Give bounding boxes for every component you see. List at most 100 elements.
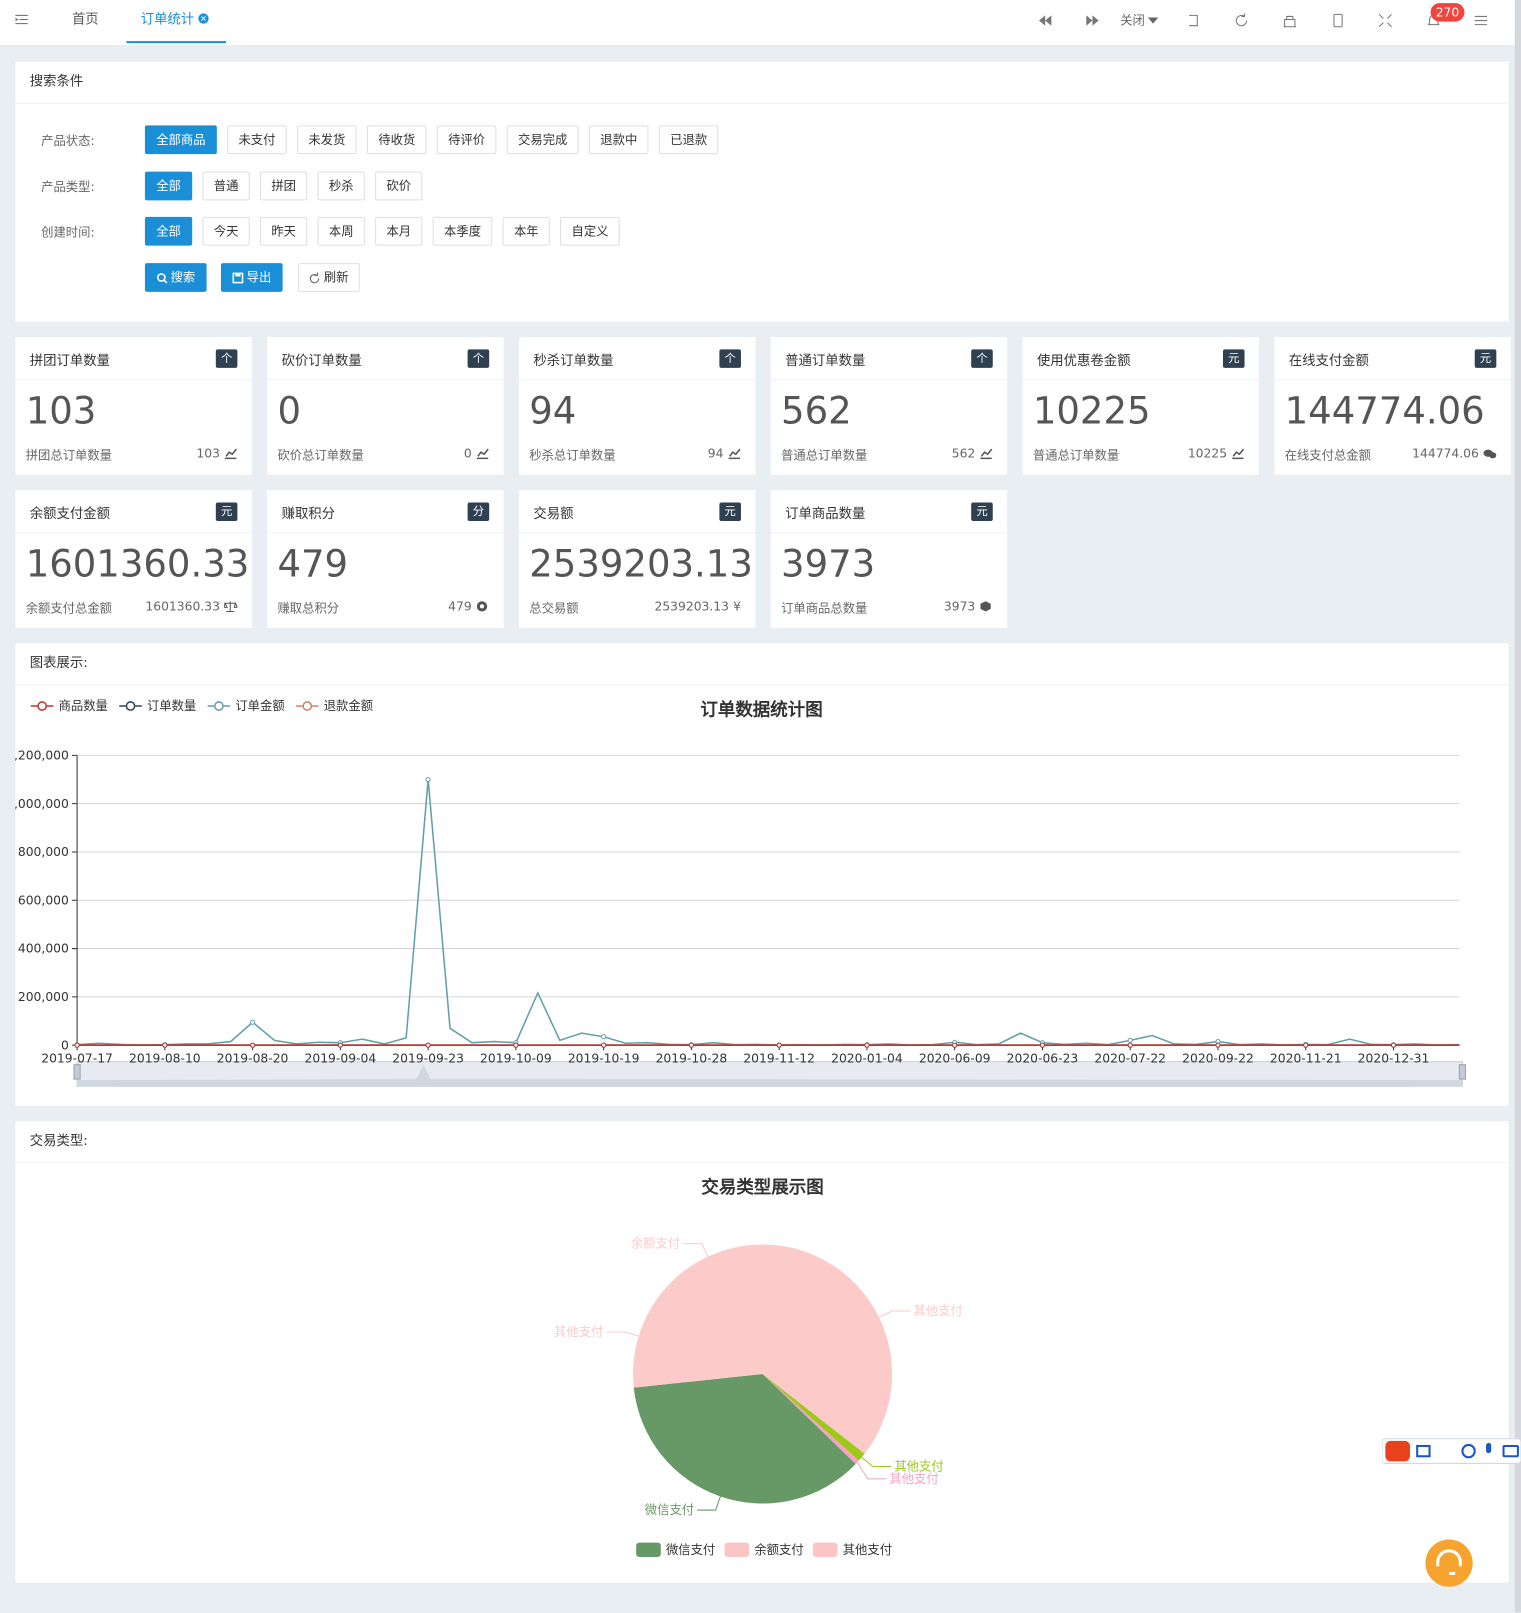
button-label[interactable]: 导出 (246, 270, 272, 285)
filter-option[interactable]: 未发货 (297, 125, 357, 155)
legend-label[interactable]: 订单金额 (235, 698, 284, 713)
pie-slice[interactable] (762, 1374, 859, 1464)
legend-marker[interactable] (214, 701, 224, 711)
card-value: 479 (277, 543, 349, 586)
legend-swatch[interactable] (636, 1542, 661, 1557)
tab-close[interactable] (197, 12, 209, 24)
filter-option[interactable]: 已退款 (658, 125, 719, 155)
legend-swatch[interactable] (812, 1542, 838, 1557)
pie-slice[interactable] (633, 1290, 763, 1388)
data-point (601, 1042, 607, 1048)
filter-option[interactable]: 本季度 (432, 216, 493, 246)
icon[interactable] (1186, 12, 1200, 28)
notification-badge[interactable]: 270 (1430, 3, 1465, 22)
card-sub-label: 余额支付总金额 (25, 601, 113, 616)
legend-marker[interactable] (37, 701, 48, 711)
close-menu[interactable]: 关闭 (1120, 0, 1159, 45)
card-header: 在线支付金额 元 (1274, 337, 1511, 381)
filter-option[interactable]: 本月 (375, 216, 423, 246)
card-sub-number: 144774.06 (1412, 446, 1479, 461)
pie-slice[interactable] (633, 1374, 856, 1504)
icon[interactable] (1282, 12, 1298, 28)
tab-label[interactable]: 订单统计 (140, 12, 195, 28)
x-tick-label: 2020-01-04 (831, 1052, 903, 1066)
filter-option[interactable]: 本周 (317, 216, 365, 246)
pie-slice[interactable] (663, 1244, 763, 1375)
legend-label[interactable]: 其他支付 (843, 1543, 892, 1557)
card-sub-number: 10225 (1187, 446, 1228, 461)
button-label[interactable]: 搜索 (170, 270, 196, 285)
close-label[interactable]: 关闭 (1120, 13, 1145, 28)
filter-option[interactable]: 待评价 (436, 125, 497, 155)
zoom-handle[interactable] (73, 1064, 81, 1080)
label-line (606, 1331, 639, 1337)
legend-label[interactable]: 余额支付 (754, 1542, 803, 1557)
filter-option[interactable]: 今天 (202, 216, 250, 246)
card-sub-label: 砍价总订单数量 (277, 448, 364, 463)
ime-toolbar[interactable] (1382, 1437, 1521, 1466)
filter-option[interactable]: 交易完成 (506, 125, 579, 155)
label-line (856, 1462, 887, 1480)
filter-option[interactable]: 退款中 (588, 125, 649, 155)
pie-slice[interactable] (762, 1374, 865, 1461)
y-tick-label: 400,000 (18, 942, 69, 956)
legend-label[interactable]: 微信支付 (666, 1543, 715, 1557)
card-title: 普通订单数量 (785, 353, 866, 369)
legend-label[interactable]: 商品数量 (59, 698, 108, 713)
slice-label: 微信支付 (645, 1503, 694, 1517)
data-point (952, 1042, 958, 1048)
scrollbar[interactable] (1514, 0, 1521, 1613)
filter-option[interactable]: 昨天 (260, 216, 308, 246)
legend-marker[interactable] (302, 701, 313, 711)
filter-option[interactable]: 全部 (144, 216, 193, 246)
legend-marker[interactable] (125, 701, 136, 711)
filter-option[interactable]: 自定义 (560, 216, 620, 246)
filter-option[interactable]: 全部商品 (144, 125, 217, 155)
filter-option[interactable]: 拼团 (260, 171, 308, 201)
x-tick-label: 2019-10-28 (656, 1052, 728, 1066)
button-label[interactable]: 刷新 (323, 270, 349, 285)
zoom-handle[interactable] (1458, 1064, 1467, 1080)
card-title: 使用优惠卷金额 (1036, 353, 1131, 369)
next-icon[interactable] (1085, 12, 1099, 28)
card-value: 1601360.33 (25, 543, 250, 586)
card-sub-label: 拼团总订单数量 (25, 448, 113, 463)
support-button[interactable] (1423, 1537, 1474, 1588)
prev-icon[interactable] (1038, 12, 1052, 28)
action-button[interactable]: 搜索 (144, 263, 207, 292)
card-title: 在线支付金额 (1288, 353, 1369, 369)
filter-option[interactable]: 本年 (502, 216, 550, 246)
data-point (1215, 1042, 1221, 1048)
card-header: 使用优惠卷金额 元 (1022, 337, 1259, 381)
filter-option[interactable]: 普通 (202, 171, 250, 201)
action-button[interactable]: 刷新 (298, 263, 360, 292)
card-badge: 个 (467, 349, 490, 368)
filter-option[interactable]: 未支付 (227, 125, 287, 155)
legend-swatch[interactable] (724, 1542, 750, 1557)
stat-card: 在线支付金额 元 144774.06 在线支付总金额 144774.06 (1274, 337, 1511, 475)
panel-title: 交易类型: (15, 1121, 1509, 1164)
card-sub-label: 订单商品总数量 (781, 601, 868, 616)
menu-icon[interactable] (14, 12, 28, 26)
filter-option[interactable]: 待收货 (366, 125, 427, 155)
mobile-icon[interactable] (1331, 12, 1345, 28)
fullscreen-icon[interactable] (1377, 12, 1393, 28)
card-value: 94 (529, 390, 577, 433)
tab-active[interactable]: 订单统计 (126, 0, 227, 44)
card-sub-number: 562 (951, 446, 976, 461)
card-badge: 分 (467, 502, 490, 522)
filter-option[interactable]: 秒杀 (317, 171, 365, 201)
legend-label[interactable]: 订单数量 (147, 698, 196, 713)
refresh-icon[interactable] (1233, 12, 1249, 28)
filter-option[interactable]: 砍价 (375, 171, 423, 201)
stat-card: 使用优惠卷金额 元 10225 普通总订单数量 10225 (1022, 337, 1259, 475)
action-button[interactable]: 导出 (220, 263, 283, 292)
more-icon[interactable] (1473, 12, 1489, 28)
card-sub-value: 103 (196, 446, 237, 460)
legend-label[interactable]: 退款金额 (324, 698, 373, 713)
pie-slice[interactable] (762, 1244, 893, 1454)
x-tick-label: 2020-06-23 (1007, 1052, 1079, 1066)
card-title: 秒杀订单数量 (533, 353, 614, 369)
filter-option[interactable]: 全部 (144, 171, 193, 201)
tab[interactable]: 首页 (71, 12, 99, 28)
